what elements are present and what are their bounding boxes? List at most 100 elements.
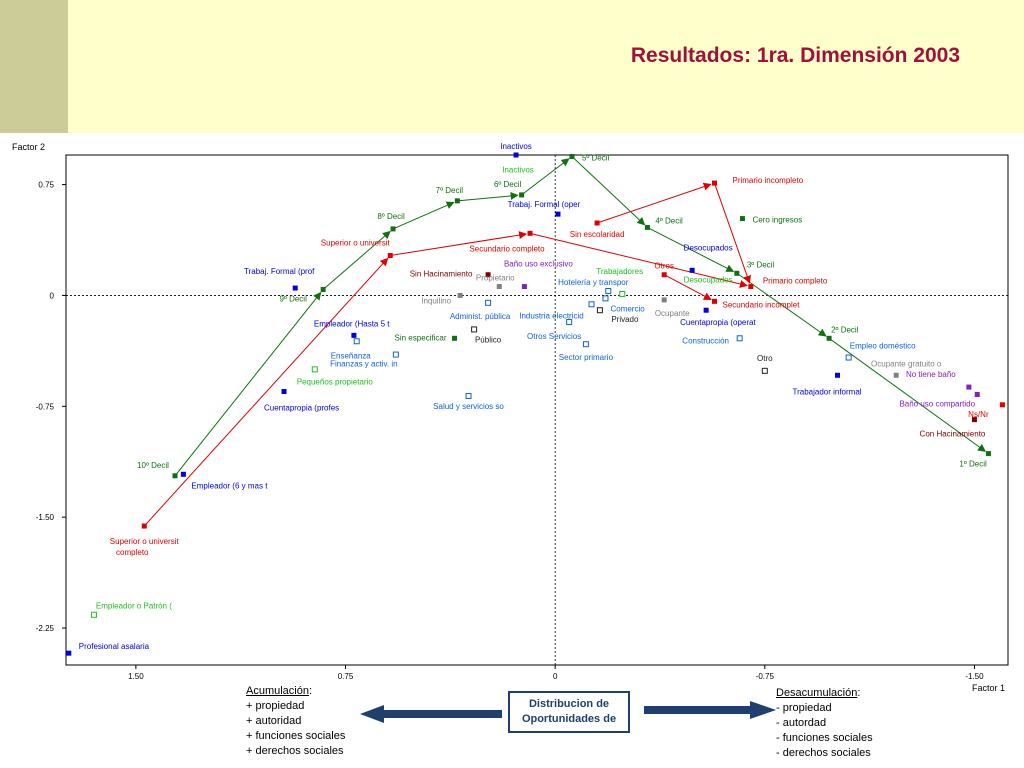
data-point-label: Cuentapropia (profes — [264, 404, 339, 413]
data-point-label: 4º Decil — [655, 216, 683, 225]
data-point — [661, 297, 667, 303]
data-point-label: Cero ingresos — [752, 216, 802, 225]
y-tick-label: 0.75 — [38, 181, 54, 190]
data-point-label: Otro — [757, 354, 773, 363]
data-point-label: Baño uso exclusivo — [504, 260, 573, 269]
deaccumulation-item: - propiedad — [776, 702, 832, 714]
data-point — [619, 290, 626, 297]
y-tick-label: -0.75 — [36, 402, 55, 411]
data-point-label: Baño uso compartido — [899, 399, 975, 408]
path-segment-deciles — [392, 201, 455, 230]
slide-title: Resultados: 1ra. Dimensión 2003 — [630, 44, 960, 67]
data-point-label: Construcción — [682, 336, 729, 345]
accumulation-colon: : — [308, 685, 313, 697]
data-point-label: Pequeños propietario — [297, 377, 374, 386]
x-tick-label: 0.75 — [338, 672, 354, 681]
data-point-label: Industria electricid — [519, 311, 583, 320]
right-arrow-icon — [644, 701, 776, 719]
data-point — [985, 451, 991, 457]
data-point — [392, 351, 399, 358]
data-point-label: Secundario incomplet — [722, 300, 800, 309]
data-point — [602, 295, 609, 302]
x-tick-label: -0.75 — [756, 672, 775, 681]
data-point-label: Inactivos — [502, 165, 534, 174]
y-tick-label: -2.25 — [36, 624, 55, 633]
data-point-label: 8º Decil — [377, 212, 405, 221]
data-point-label: Inactivos — [500, 142, 532, 151]
data-point-label: Empleador (Hasta 5 t — [314, 319, 390, 328]
data-point-label: Sin escolaridad — [570, 230, 625, 239]
accumulation-item: + derechos sociales — [246, 745, 344, 757]
path-segment-deciles — [647, 226, 735, 272]
data-point — [66, 650, 72, 656]
data-point — [739, 216, 745, 222]
deaccumulation-item: - derechos sociales — [776, 747, 871, 759]
data-point-label: Empleo doméstico — [850, 342, 916, 351]
data-point — [582, 341, 589, 348]
data-point — [566, 319, 573, 326]
x-tick-label: 1.50 — [128, 672, 144, 681]
data-point — [711, 180, 717, 186]
data-point — [180, 471, 186, 477]
path-segment-educacion_2 — [596, 182, 712, 224]
y-tick-label: 0 — [50, 291, 55, 300]
deaccumulation-item: - autordad — [776, 717, 827, 729]
deaccumulation-item: - funciones sociales — [776, 732, 873, 744]
data-point — [311, 366, 318, 373]
data-point-label: Cuentapropia (operat — [680, 318, 756, 327]
data-point — [172, 473, 178, 479]
path-segment-deciles — [322, 230, 391, 290]
distribution-box-line: Oportunidades de — [521, 713, 617, 725]
distribution-box-line: Distribucion de — [528, 698, 610, 710]
data-point-label: Privado — [611, 315, 639, 324]
accumulation-item: + autoridad — [246, 715, 302, 727]
path-segment-educacion_3 — [663, 274, 712, 300]
data-point-label: Público — [475, 335, 502, 344]
path-segment-deciles — [521, 158, 570, 196]
x-tick-label: -1.50 — [965, 672, 984, 681]
path-segment-deciles — [828, 337, 987, 452]
data-point-label: Superior o universit — [321, 239, 391, 248]
data-point-label: Sin especificar — [395, 333, 447, 342]
data-point-label: Trabaj. Formal (oper — [508, 200, 581, 209]
path-segment-educacion_2 — [714, 182, 751, 284]
data-point — [141, 523, 147, 529]
data-point — [457, 292, 463, 298]
x-axis-label: Factor 1 — [972, 683, 1005, 693]
data-point-label: Salud y servicios so — [433, 402, 504, 411]
data-point — [569, 153, 575, 159]
data-point — [711, 298, 717, 304]
data-point — [555, 211, 561, 217]
deaccumulation-heading: Desacumulación — [776, 687, 858, 699]
data-point-label: Administ. pública — [450, 312, 511, 321]
data-point-label: 1º Decil — [959, 460, 987, 469]
path-segment-deciles — [736, 272, 827, 337]
data-point — [390, 226, 396, 232]
data-point — [661, 272, 667, 278]
data-point-label: Primario completo — [763, 277, 828, 286]
data-point — [454, 198, 460, 204]
deaccumulation-note: Desacumulación: - propiedad - autordad -… — [776, 686, 873, 761]
data-point — [845, 354, 852, 361]
data-point — [320, 287, 326, 293]
data-point — [496, 284, 502, 290]
data-point — [703, 307, 709, 313]
data-point — [452, 335, 458, 341]
data-point — [605, 288, 612, 294]
data-point-label: Empleador o Patrón ( — [96, 602, 172, 611]
data-point — [292, 285, 298, 291]
data-point-label: 3º Decil — [747, 260, 775, 269]
data-point-label: Desocupados — [684, 243, 733, 252]
data-point-label: Trabajadores — [596, 267, 643, 276]
data-point — [966, 384, 972, 390]
data-point-label: Otros Servicios — [527, 332, 581, 341]
header-side-block — [0, 0, 68, 133]
data-point-label: Primario incompleto — [732, 176, 803, 185]
data-point — [521, 284, 527, 290]
data-point-label: Profesional asalaria — [79, 642, 150, 651]
data-point-label: 5º Decil — [582, 153, 610, 162]
data-point-label: Hotelería y transpor — [558, 278, 629, 287]
data-point — [471, 326, 478, 333]
data-point — [513, 152, 519, 158]
data-point-label: Trabajador informal — [792, 387, 861, 396]
